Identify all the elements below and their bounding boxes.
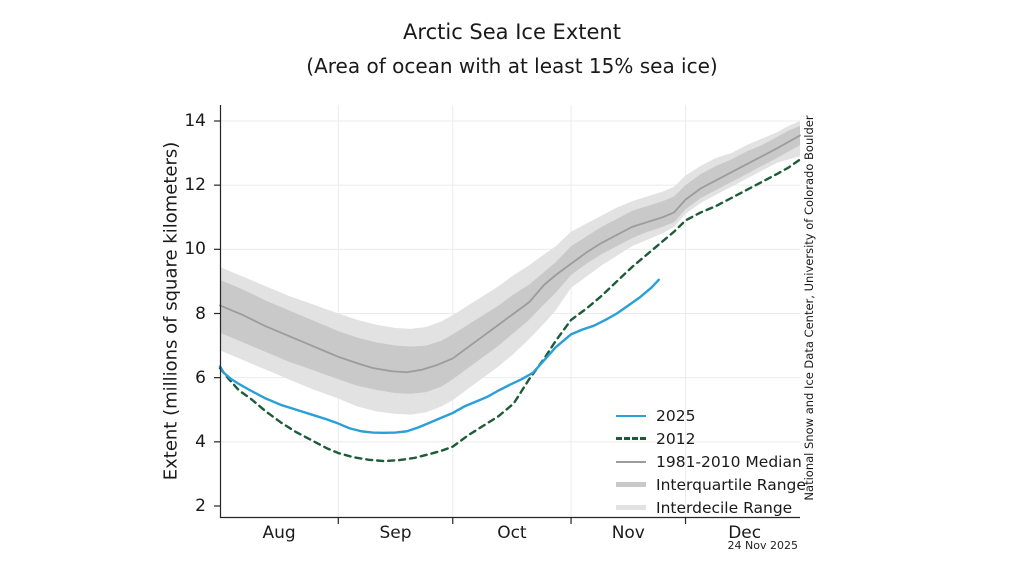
- y-tick-label: 10: [184, 239, 206, 260]
- y-tick-label: 6: [195, 367, 206, 388]
- chart-subtitle: (Area of ocean with at least 15% sea ice…: [306, 54, 718, 78]
- sea-ice-extent-chart: [214, 105, 802, 524]
- series-1981-2010-median: [219, 134, 801, 374]
- chart-legend: 2025 2012 1981-2010 Median Interquartile Ra…: [616, 404, 806, 519]
- legend-item-2012: 2012: [616, 427, 806, 450]
- legend-swatch-interquartile-range: [616, 482, 646, 487]
- date-stamp: 24 Nov 2025: [727, 539, 798, 552]
- attribution-text: National Snow and Ice Data Center, Unive…: [802, 115, 816, 501]
- legend-label: 2025: [656, 406, 696, 425]
- legend-label: Interdecile Range: [656, 498, 793, 517]
- legend-label: Interquartile Range: [656, 475, 806, 494]
- y-tick-label: 2: [195, 496, 206, 516]
- band-interdecile-range: [220, 121, 800, 415]
- legend-item-interdecile-range: Interdecile Range: [616, 496, 806, 519]
- x-tick-label: Aug: [262, 523, 296, 543]
- legend-label: 1981-2010 Median: [656, 452, 802, 471]
- legend-item-1981-2010-median: 1981-2010 Median: [616, 450, 806, 473]
- series-2012: [218, 158, 802, 463]
- y-tick-label: 4: [195, 431, 206, 452]
- legend-swatch-2025: [616, 414, 646, 417]
- legend-swatch-interdecile-range: [616, 505, 646, 510]
- x-tick-label: Nov: [611, 523, 645, 543]
- chart-title: Arctic Sea Ice Extent: [403, 20, 621, 44]
- series-2025: [218, 278, 661, 435]
- y-tick-label: 12: [184, 175, 206, 196]
- legend-swatch-1981-2010-median: [616, 460, 646, 463]
- y-tick-label: 14: [184, 111, 206, 131]
- legend-item-interquartile-range: Interquartile Range: [616, 473, 806, 496]
- x-tick-label: Dec: [728, 523, 762, 543]
- y-tick-label: 8: [195, 303, 206, 324]
- x-tick-label: Oct: [497, 523, 527, 543]
- x-tick-label: Sep: [379, 523, 412, 543]
- legend-label: 2012: [656, 429, 696, 448]
- legend-swatch-2012: [616, 437, 646, 440]
- legend-item-2025: 2025: [616, 404, 806, 427]
